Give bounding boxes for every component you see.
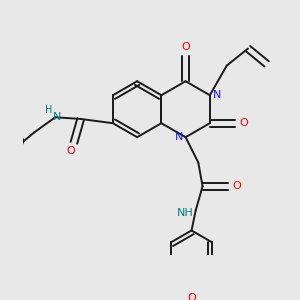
- Text: O: O: [232, 182, 241, 191]
- Text: O: O: [66, 146, 75, 156]
- Text: H: H: [45, 106, 52, 116]
- Text: N: N: [53, 112, 61, 122]
- Text: O: O: [239, 118, 248, 128]
- Text: N: N: [175, 132, 183, 142]
- Text: N: N: [212, 90, 221, 100]
- Text: O: O: [187, 293, 196, 300]
- Text: O: O: [181, 42, 190, 52]
- Text: NH: NH: [177, 208, 194, 218]
